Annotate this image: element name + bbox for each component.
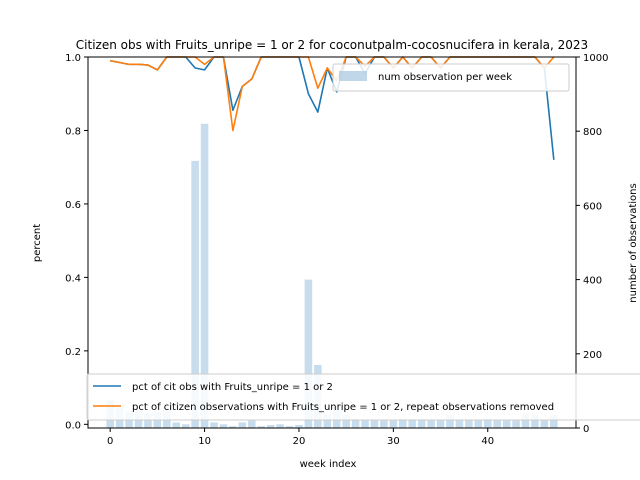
bar-week-14 xyxy=(238,422,247,428)
bar-week-19 xyxy=(285,426,294,428)
y2-tick-label: 1000 xyxy=(583,53,608,64)
bar-week-31 xyxy=(399,418,407,428)
bar-week-37 xyxy=(455,420,464,428)
bar-week-9 xyxy=(191,160,199,428)
legend-series-2-label: pct of citizen observations with Fruits_… xyxy=(132,402,554,413)
bar-week-15 xyxy=(247,420,256,428)
bar-week-4 xyxy=(144,413,152,428)
bar-week-43 xyxy=(512,420,520,428)
bar-week-21 xyxy=(304,279,313,428)
y-tick-label: 0.8 xyxy=(65,126,81,137)
legend-bars-box xyxy=(332,63,570,92)
bar-week-45 xyxy=(531,415,539,428)
bar-week-27 xyxy=(361,420,369,428)
y2-tick-label: 0 xyxy=(583,424,589,435)
bar-week-20 xyxy=(295,425,303,428)
legend-lines-box xyxy=(86,373,640,421)
x-tick-label: 10 xyxy=(198,436,211,447)
y-tick-label: 0.6 xyxy=(65,200,81,211)
bar-week-36 xyxy=(446,415,454,428)
y2-axis-label: number of observations xyxy=(628,183,639,302)
bar-week-28 xyxy=(370,420,379,428)
bar-week-10 xyxy=(200,123,209,428)
legend-lines: pct of cit obs with Fruits_unripe = 1 or… xyxy=(86,373,640,421)
bar-week-33 xyxy=(417,418,426,428)
bar-week-32 xyxy=(408,418,417,428)
x-tick-label: 40 xyxy=(481,436,494,447)
bar-week-18 xyxy=(276,424,284,428)
bar-week-17 xyxy=(266,425,275,428)
y-tick-label: 0.2 xyxy=(65,347,81,358)
bar-week-30 xyxy=(389,420,398,428)
bar-week-26 xyxy=(351,418,360,428)
bar-week-16 xyxy=(257,426,265,428)
legend-series-1-label: pct of cit obs with Fruits_unripe = 1 or… xyxy=(132,382,333,393)
y-tick-label: 0.4 xyxy=(65,273,81,284)
x-axis-label: week index xyxy=(300,459,357,470)
legend-bars: num observation per week xyxy=(332,63,570,92)
bar-week-8 xyxy=(181,424,190,428)
bar-week-44 xyxy=(521,413,530,428)
y-axis-label: percent xyxy=(32,224,43,262)
bar-week-35 xyxy=(436,420,445,428)
ticks-layer: 0 10 20 30 40 0.0 0.2 0.4 0.6 0.8 1.0 0 200 400 600 800… xyxy=(65,53,608,447)
bar-week-40 xyxy=(483,418,492,428)
bar-week-23 xyxy=(323,415,332,428)
axes-frame xyxy=(87,56,577,429)
y-tick-label: 1.0 xyxy=(65,53,81,64)
bar-week-25 xyxy=(342,415,350,428)
y2-tick-label: 200 xyxy=(583,350,602,361)
bar-week-41 xyxy=(493,420,501,428)
bar-week-42 xyxy=(502,420,511,428)
bar-week-13 xyxy=(229,426,237,428)
chart-title: Citizen obs with Fruits_unripe = 1 or 2 … xyxy=(76,38,588,52)
bar-week-39 xyxy=(474,420,483,428)
bar-week-11 xyxy=(210,422,218,428)
bar-week-29 xyxy=(380,420,388,428)
y-tick-label: 0.0 xyxy=(65,420,81,431)
bar-week-12 xyxy=(219,424,228,428)
bar-week-46 xyxy=(540,420,549,428)
bar-week-7 xyxy=(172,422,181,428)
y2-tick-label: 800 xyxy=(583,127,602,138)
x-tick-label: 20 xyxy=(293,436,306,447)
bar-week-38 xyxy=(465,420,473,428)
x-tick-label: 0 xyxy=(107,436,113,447)
y2-tick-label: 600 xyxy=(583,201,602,212)
bar-week-47 xyxy=(550,415,558,428)
bar-week-34 xyxy=(427,420,435,428)
legend-bars-swatch xyxy=(339,71,367,81)
y2-tick-label: 400 xyxy=(583,276,602,287)
legend-bars-label: num observation per week xyxy=(378,72,512,83)
x-tick-label: 30 xyxy=(387,436,400,447)
